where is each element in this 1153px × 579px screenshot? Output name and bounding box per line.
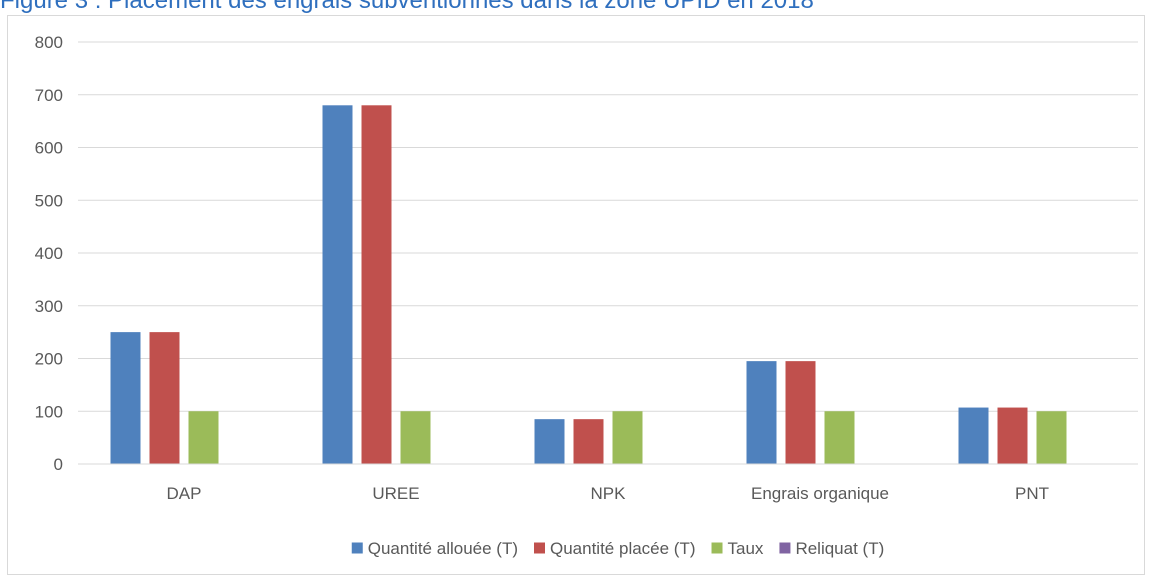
legend-swatch — [534, 542, 545, 554]
y-tick-label: 600 — [35, 139, 63, 158]
legend-label: Quantité allouée (T) — [368, 539, 518, 558]
legend-label: Reliquat (T) — [795, 539, 884, 558]
bar — [534, 419, 565, 464]
bar — [785, 361, 816, 464]
x-tick-label: Engrais organique — [751, 484, 889, 503]
legend-swatch — [351, 542, 363, 554]
x-tick-label: PNT — [1015, 484, 1049, 503]
y-tick-label: 0 — [54, 455, 63, 474]
legend-label: Taux — [728, 539, 764, 558]
chart-frame: 0 100 200 300 400 500 600 700 800 DAP UREE NPK Engra… — [7, 15, 1145, 575]
legend: Quantité allouée (T) Quantité placée (T) T… — [351, 539, 884, 558]
bar — [110, 332, 141, 464]
x-tick-label: UREE — [372, 484, 419, 503]
y-tick-label: 700 — [35, 86, 63, 105]
y-tick-label: 100 — [35, 402, 63, 421]
y-tick-label: 300 — [35, 297, 63, 316]
bar — [746, 361, 777, 464]
legend-label: Quantité placée (T) — [550, 539, 696, 558]
bar — [997, 407, 1028, 464]
y-tick-label: 500 — [35, 191, 63, 210]
bar — [824, 411, 855, 464]
y-tick-label: 400 — [35, 244, 63, 263]
bar — [612, 411, 643, 464]
y-tick-label: 800 — [35, 33, 63, 52]
figure-title: Figure 3 : Placement des engrais subvent… — [0, 0, 814, 14]
bar — [149, 332, 180, 464]
bar — [1036, 411, 1067, 464]
legend-swatch — [779, 542, 791, 554]
x-tick-label: DAP — [167, 484, 202, 503]
bar — [573, 419, 604, 464]
bar — [361, 105, 392, 465]
bar — [958, 407, 989, 464]
y-tick-label: 200 — [35, 350, 63, 369]
x-tick-label: NPK — [591, 484, 627, 503]
bar — [400, 411, 431, 464]
legend-swatch — [711, 542, 723, 554]
bar-chart: 0 100 200 300 400 500 600 700 800 DAP UREE NPK Engra… — [35, 33, 1138, 558]
bar — [188, 411, 219, 464]
bar — [322, 105, 353, 465]
